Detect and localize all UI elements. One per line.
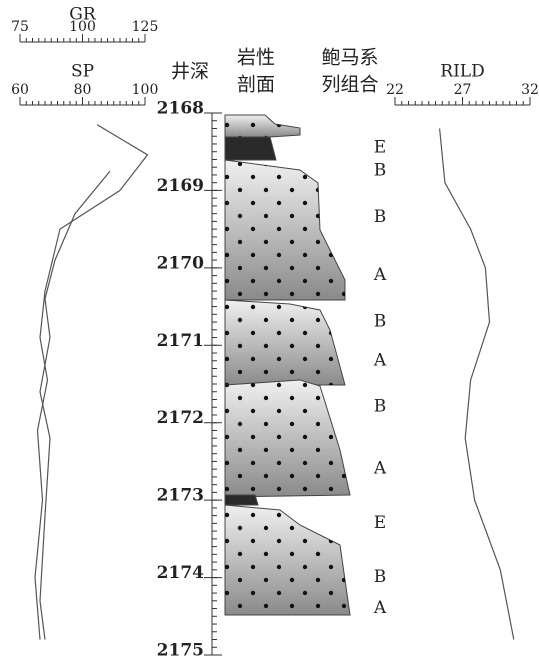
bouma-label: E	[374, 513, 386, 533]
rild-tick-label: 22	[386, 82, 404, 98]
depth-label: 2169	[157, 176, 204, 196]
rild-tick-label: 27	[454, 82, 472, 98]
sandstone-dots	[225, 160, 345, 300]
sp-tick-label: 100	[132, 82, 159, 98]
sp-curve	[40, 171, 110, 639]
rild-tick-label: 32	[521, 82, 539, 98]
sp-name: SP	[71, 62, 94, 82]
gr-tick-label: 75	[11, 19, 29, 35]
sandstone-dots	[225, 380, 350, 497]
depth-label: 2170	[157, 253, 204, 273]
depth-label: 2172	[157, 408, 204, 428]
well-log: 井深 岩性 剖面 鲍马系 列组合 2168 2169 2170 2171 2172 217…	[0, 0, 539, 665]
bouma-label: E	[374, 137, 386, 157]
mudstone-bed	[225, 137, 276, 160]
gr-tick-label: 125	[132, 19, 159, 35]
bouma-label: B	[374, 567, 387, 587]
lithology-column	[225, 115, 350, 615]
gr-curve	[35, 125, 148, 640]
bouma-label: B	[374, 161, 387, 181]
sandstone-dots	[225, 505, 350, 615]
mudstone-bed	[225, 495, 258, 505]
bouma-label: A	[373, 265, 387, 285]
depth-label: 2174	[157, 563, 204, 583]
depth-label: 2175	[157, 641, 204, 661]
bouma-label: B	[374, 312, 387, 332]
depth-title: 井深	[171, 61, 209, 83]
rild-curve	[440, 129, 514, 640]
depth-label: 2171	[157, 331, 204, 351]
bouma-title: 鲍马系	[321, 47, 378, 69]
bouma-label: B	[374, 397, 387, 417]
sandstone-dots	[225, 300, 345, 385]
gr-tick-label: 100	[69, 19, 96, 35]
sp-tick-label: 60	[11, 82, 29, 98]
sp-tick-label: 80	[74, 82, 92, 98]
bouma-title: 列组合	[321, 74, 378, 96]
bouma-label: A	[373, 598, 387, 618]
depth-label: 2168	[157, 99, 204, 119]
bouma-label: B	[374, 207, 387, 227]
bouma-label: A	[373, 350, 387, 370]
rild-name: RILD	[440, 62, 484, 82]
lithology-title: 剖面	[237, 74, 275, 96]
depth-label: 2173	[157, 486, 204, 506]
bouma-label: A	[373, 459, 387, 479]
lithology-title: 岩性	[237, 47, 275, 69]
